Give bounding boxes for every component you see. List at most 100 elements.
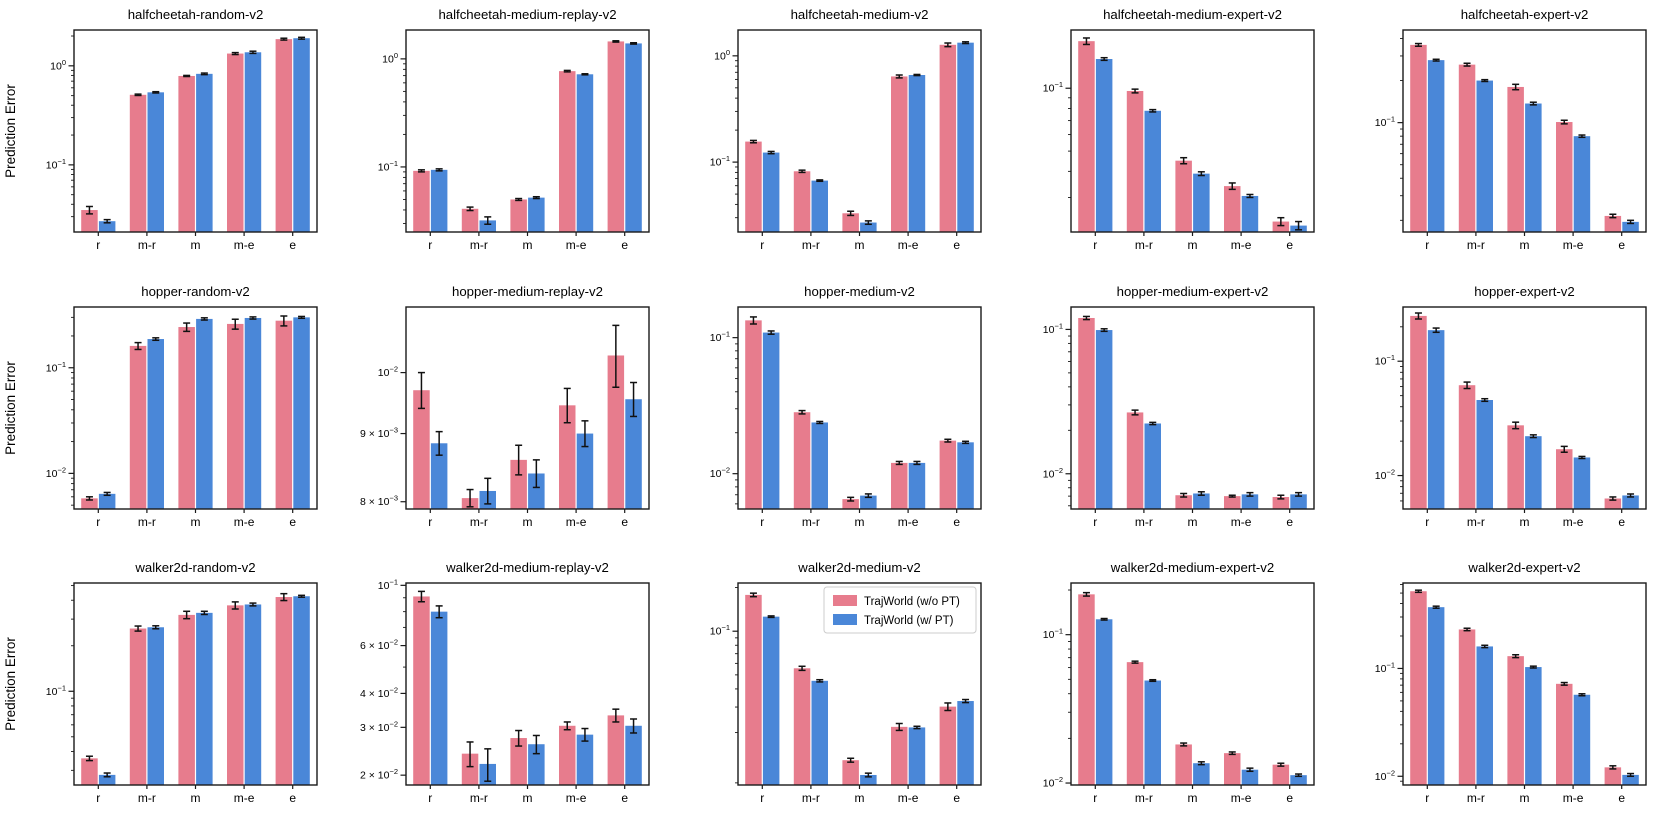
subplot-halfcheetah-medium-expert-v2: halfcheetah-medium-expert-v2 10−1 r m-r m m-e… [997,0,1329,277]
y-tick-label: 6 × 10−2 [360,638,398,653]
legend: TrajWorld (w/o PT) TrajWorld (w/ PT) [823,586,977,634]
bar-trajworld-w-pt [147,338,164,509]
x-tick-label: e [1618,238,1625,252]
bar-trajworld-wo-pt [1458,64,1476,232]
y-axis-label: Prediction Error [3,637,18,731]
y-tick-label: 10−1 [46,683,66,698]
bar-trajworld-wo-pt [275,597,293,786]
bar-trajworld-wo-pt [1555,122,1573,232]
subplot-walker2d-expert-v2: walker2d-expert-v2 10−1 10−2 r m-r m m-e e [1329,553,1661,830]
bar-trajworld-wo-pt [413,596,430,786]
subplot-halfcheetah-expert-v2: halfcheetah-expert-v2 10−1 r m-r m m-e e [1329,0,1661,277]
bar-trajworld-wo-pt [81,497,98,509]
x-tick-label: m-r [1134,238,1152,252]
bar-trajworld-wo-pt [227,605,244,786]
bar-trajworld-wo-pt [1409,315,1427,509]
axis-frame [737,29,983,233]
bar-trajworld-wo-pt [129,94,147,233]
bar-trajworld-wo-pt [794,668,811,786]
y-tick-label: 10−1 [710,623,730,638]
bar-trajworld-wo-pt [1604,498,1621,509]
bar-trajworld-wo-pt [81,210,98,232]
axis-frame [1402,29,1647,233]
y-tick-label: 10−1 [1042,321,1062,336]
x-tick-label: m-e [1563,515,1584,529]
bar-trajworld-w-pt [1289,775,1307,786]
bar-trajworld-wo-pt [178,326,195,509]
x-tick-label: m-e [566,238,587,252]
x-tick-label: e [1286,515,1293,529]
y-tick-label: 10−2 [1042,775,1062,790]
y-tick-label: 10−2 [710,465,730,480]
y-tick-label: 10−1 [1375,353,1395,368]
x-tick-label: m [191,238,201,252]
subplot-title: walker2d-random-v2 [134,560,255,575]
x-tick-label: m-r [470,238,488,252]
bar-trajworld-wo-pt [1555,684,1573,786]
x-tick-label: r [761,791,765,805]
x-tick-label: r [428,791,432,805]
bar-trajworld-wo-pt [1223,186,1241,232]
bar-trajworld-wo-pt [1272,764,1289,786]
bar-trajworld-wo-pt [413,170,430,232]
x-tick-label: m-r [1467,791,1485,805]
x-tick-label: m-e [234,238,255,252]
y-tick-label: 10−1 [46,359,66,374]
x-tick-label: e [1286,238,1293,252]
bar-trajworld-wo-pt [1507,86,1524,233]
bar-trajworld-w-pt [1192,493,1210,509]
x-tick-label: m-e [234,515,255,529]
bar-trajworld-w-pt [431,442,448,509]
axis-frame [1069,582,1315,786]
x-tick-label: e [1618,791,1625,805]
x-tick-label: m [523,238,533,252]
bar-trajworld-w-pt [1524,667,1542,786]
x-tick-label: m [855,791,865,805]
bar-trajworld-wo-pt [559,71,576,232]
bar-trajworld-wo-pt [1126,412,1143,509]
bar-trajworld-wo-pt [1223,495,1241,509]
subplot-canvas-hopper-expert-v2: hopper-expert-v2 10−1 10−2 r m-r m m-e e [1375,284,1647,529]
bar-trajworld-wo-pt [939,706,957,786]
x-tick-label: m-e [898,791,919,805]
bar-trajworld-w-pt [293,38,310,233]
subplot-canvas-halfcheetah-medium-replay-v2: halfcheetah-medium-replay-v2 100 10−1 r m-r m… [378,7,650,252]
bar-trajworld-wo-pt [745,595,763,786]
subplot-title: walker2d-expert-v2 [1467,560,1580,575]
bar-trajworld-w-pt [576,433,594,509]
x-tick-label: m-r [802,515,820,529]
x-tick-label: m-r [470,791,488,805]
x-tick-label: r [96,238,100,252]
bar-trajworld-w-pt [1144,423,1161,509]
x-tick-label: m-r [138,515,156,529]
bar-trajworld-w-pt [1095,59,1112,232]
bar-trajworld-w-pt [763,152,780,232]
bar-trajworld-w-pt [1622,495,1639,509]
y-tick-label: 2 × 10−2 [360,767,398,782]
subplot-canvas-hopper-medium-replay-v2: hopper-medium-replay-v2 10−2 9 × 10−3 8 × 1… [360,284,650,529]
x-tick-label: r [1425,515,1429,529]
bar-trajworld-w-pt [147,92,164,233]
x-tick-label: m-r [138,791,156,805]
bar-trajworld-w-pt [957,441,975,509]
bar-trajworld-w-pt [576,734,594,786]
bar-trajworld-wo-pt [1077,317,1095,509]
bar-trajworld-wo-pt [559,404,576,509]
bar-trajworld-wo-pt [1458,629,1476,786]
bar-trajworld-wo-pt [129,345,147,509]
axis-frame [1402,582,1647,786]
bar-trajworld-wo-pt [607,715,625,786]
x-tick-label: m-e [1563,238,1584,252]
subplot-title: hopper-medium-expert-v2 [1116,284,1268,299]
x-tick-label: e [954,515,961,529]
x-tick-label: r [96,515,100,529]
bar-trajworld-wo-pt [1507,656,1524,786]
y-tick-label: 4 × 10−2 [360,686,398,701]
bar-trajworld-w-pt [196,73,213,232]
y-tick-label: 10−1 [1375,115,1395,130]
subplot-title: halfcheetah-expert-v2 [1460,7,1588,22]
x-tick-label: r [1425,238,1429,252]
bar-trajworld-w-pt [909,727,926,786]
legend-label: TrajWorld (w/o PT) [864,596,960,608]
